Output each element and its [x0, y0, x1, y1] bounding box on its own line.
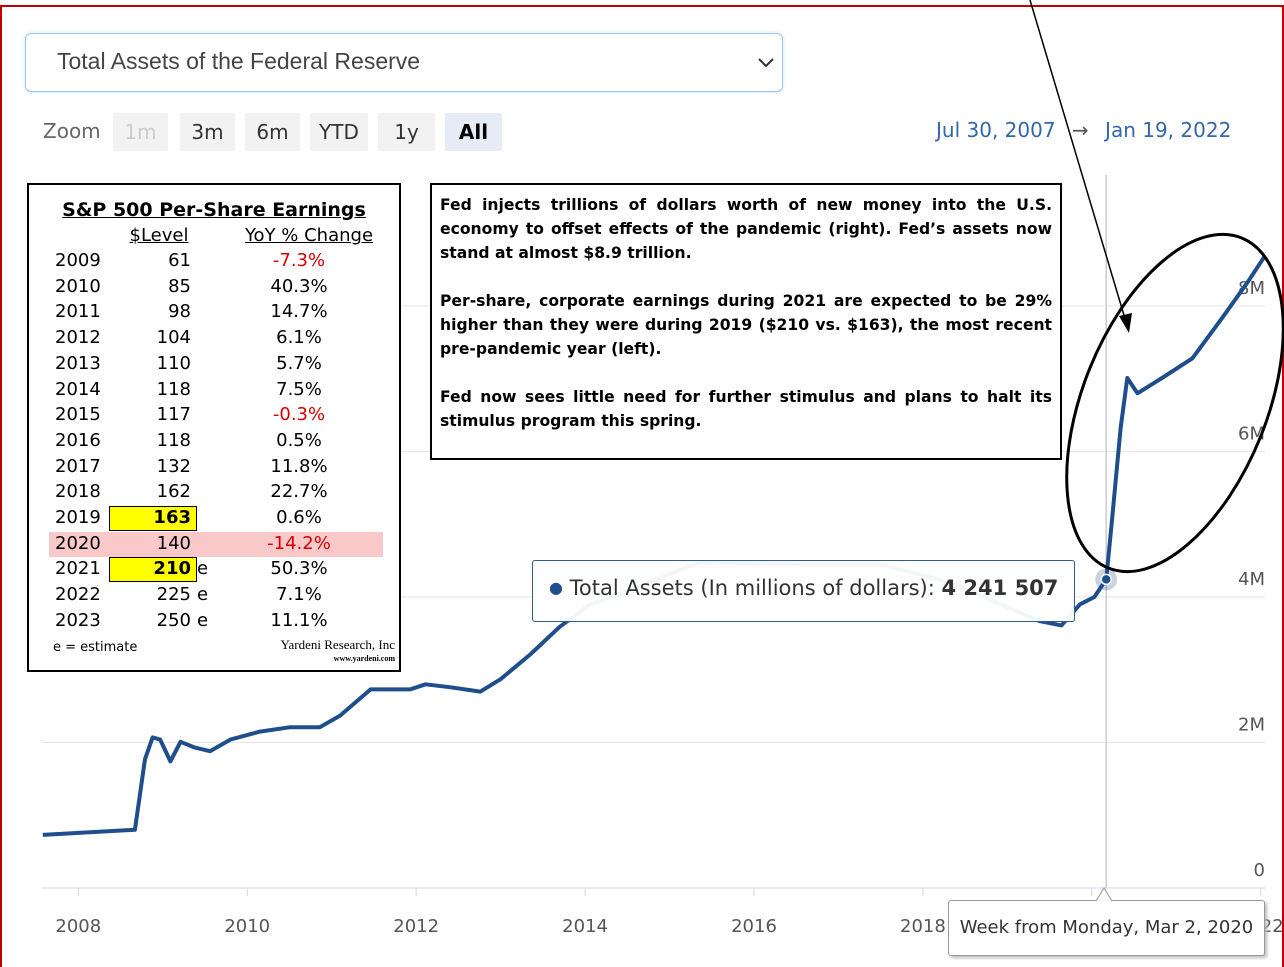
highlight-point	[1100, 573, 1112, 586]
year-cell: 2013	[55, 352, 101, 374]
tooltip-dot: ●	[549, 578, 563, 597]
zoom-button[interactable]: 6m	[245, 113, 300, 151]
x-tick-label: 2014	[562, 916, 608, 937]
change-cell: 14.7%	[270, 301, 328, 323]
year-cell: 2018	[55, 481, 101, 503]
change-cell: 0.6%	[276, 507, 322, 528]
y-tick-label: 2M	[1238, 714, 1265, 735]
tooltip-series: Total Assets (In millions of dollars):	[569, 576, 935, 600]
estimate-flag: e	[197, 609, 209, 631]
dropdown-label: Total Assets of the Federal Reserve	[57, 48, 421, 74]
level-cell: 85	[168, 275, 191, 297]
year-cell: 2016	[55, 429, 101, 451]
year-cell: 2019	[55, 507, 101, 528]
zoom-button[interactable]: 3m	[180, 113, 235, 151]
change-cell: 11.8%	[270, 455, 328, 477]
annotation-box: Fed injects trillions of dollars worth o…	[430, 183, 1062, 460]
level-cell: 118	[156, 378, 191, 400]
y-tick-label: 0	[1254, 860, 1265, 881]
change-cell: 40.3%	[270, 275, 328, 297]
x-tick-label: 2018	[900, 916, 946, 937]
year-cell: 2014	[55, 378, 101, 400]
year-cell: 2009	[55, 250, 101, 271]
series-dropdown[interactable]: Total Assets of the Federal Reserve	[25, 33, 783, 92]
row-highlight	[49, 531, 383, 557]
year-cell: 2020	[55, 532, 101, 554]
level-cell: 118	[156, 429, 191, 451]
table-header: YoY % Change	[244, 225, 374, 246]
zoom-label: Zoom	[43, 119, 101, 143]
y-tick-label: 6M	[1238, 423, 1265, 444]
range-from[interactable]: Jul 30, 2007	[936, 118, 1056, 142]
level-cell: 163	[153, 507, 191, 528]
estimate-flag: e	[197, 558, 209, 580]
zoom-button[interactable]: 1y	[378, 113, 435, 151]
source: Yardeni Research, Inc	[280, 637, 395, 652]
source-url: www.yardeni.com	[333, 654, 395, 663]
year-cell: 2022	[55, 584, 101, 606]
change-cell: 7.1%	[276, 584, 322, 606]
level-cell: 110	[156, 352, 191, 374]
chevron	[758, 58, 774, 68]
level-highlight	[109, 557, 197, 583]
level-highlight	[109, 506, 197, 531]
change-cell: 11.1%	[270, 609, 328, 631]
tooltip: ● Total Assets (In millions of dollars):…	[532, 560, 1075, 622]
level-cell: 61	[168, 250, 191, 271]
tooltip-value: 4 241 507	[941, 576, 1059, 600]
estimate-flag: e	[197, 584, 209, 606]
year-cell: 2021	[55, 558, 101, 580]
x-tick-label: 2010	[224, 916, 270, 937]
zoom-button[interactable]: All	[445, 113, 502, 151]
year-cell: 2017	[55, 455, 101, 477]
level-cell: 162	[156, 481, 191, 503]
x-tick-label: 2008	[55, 916, 101, 937]
level-cell: 210	[153, 558, 191, 580]
table-header: $Level	[129, 225, 189, 246]
zoom-button[interactable]: YTD	[310, 113, 368, 151]
footnote: e = estimate	[53, 640, 138, 655]
y-tick-label: 4M	[1238, 569, 1265, 590]
annotation-paragraph: Fed now sees little need for further sti…	[440, 388, 1052, 430]
change-cell: 0.5%	[276, 429, 322, 451]
change-cell: 6.1%	[276, 327, 322, 349]
date-tooltip-text: Week from Monday, Mar 2, 2020	[959, 917, 1254, 938]
year-cell: 2012	[55, 327, 101, 349]
date-tooltip: Week from Monday, Mar 2, 2020	[948, 900, 1265, 956]
change-cell: 50.3%	[270, 558, 328, 580]
level-cell: 250	[156, 609, 191, 631]
earnings-table: S&P 500 Per-Share Earnings $Level YoY % …	[27, 183, 401, 672]
year-cell: 2015	[55, 404, 101, 426]
change-cell: 22.7%	[270, 481, 328, 503]
change-cell: 7.5%	[276, 378, 322, 400]
change-cell: -0.3%	[272, 404, 326, 426]
year-cell: 2023	[55, 609, 101, 631]
level-cell: 98	[168, 301, 191, 323]
x-tick-label: 2012	[393, 916, 439, 937]
range-to[interactable]: Jan 19, 2022	[1105, 118, 1232, 142]
change-cell: -7.3%	[272, 250, 326, 271]
level-cell: 140	[156, 532, 191, 554]
date-range: Jul 30, 2007 → Jan 19, 2022	[936, 118, 1231, 142]
level-cell: 132	[156, 455, 191, 477]
year-cell: 2011	[55, 301, 101, 323]
zoom-button: 1m	[113, 113, 168, 151]
range-arrow: →	[1071, 118, 1089, 142]
level-cell: 117	[156, 404, 191, 426]
annotation-paragraph: Per-share, corporate earnings during 202…	[440, 292, 1052, 358]
level-cell: 225	[156, 584, 191, 606]
annotation-paragraph: Fed injects trillions of dollars worth o…	[440, 196, 1052, 262]
table-title: S&P 500 Per-Share Earnings	[62, 199, 366, 221]
change-cell: 5.7%	[276, 352, 322, 374]
year-cell: 2010	[55, 275, 101, 297]
change-cell: -14.2%	[267, 532, 331, 554]
x-tick-label: 2016	[731, 916, 777, 937]
level-cell: 104	[156, 327, 191, 349]
